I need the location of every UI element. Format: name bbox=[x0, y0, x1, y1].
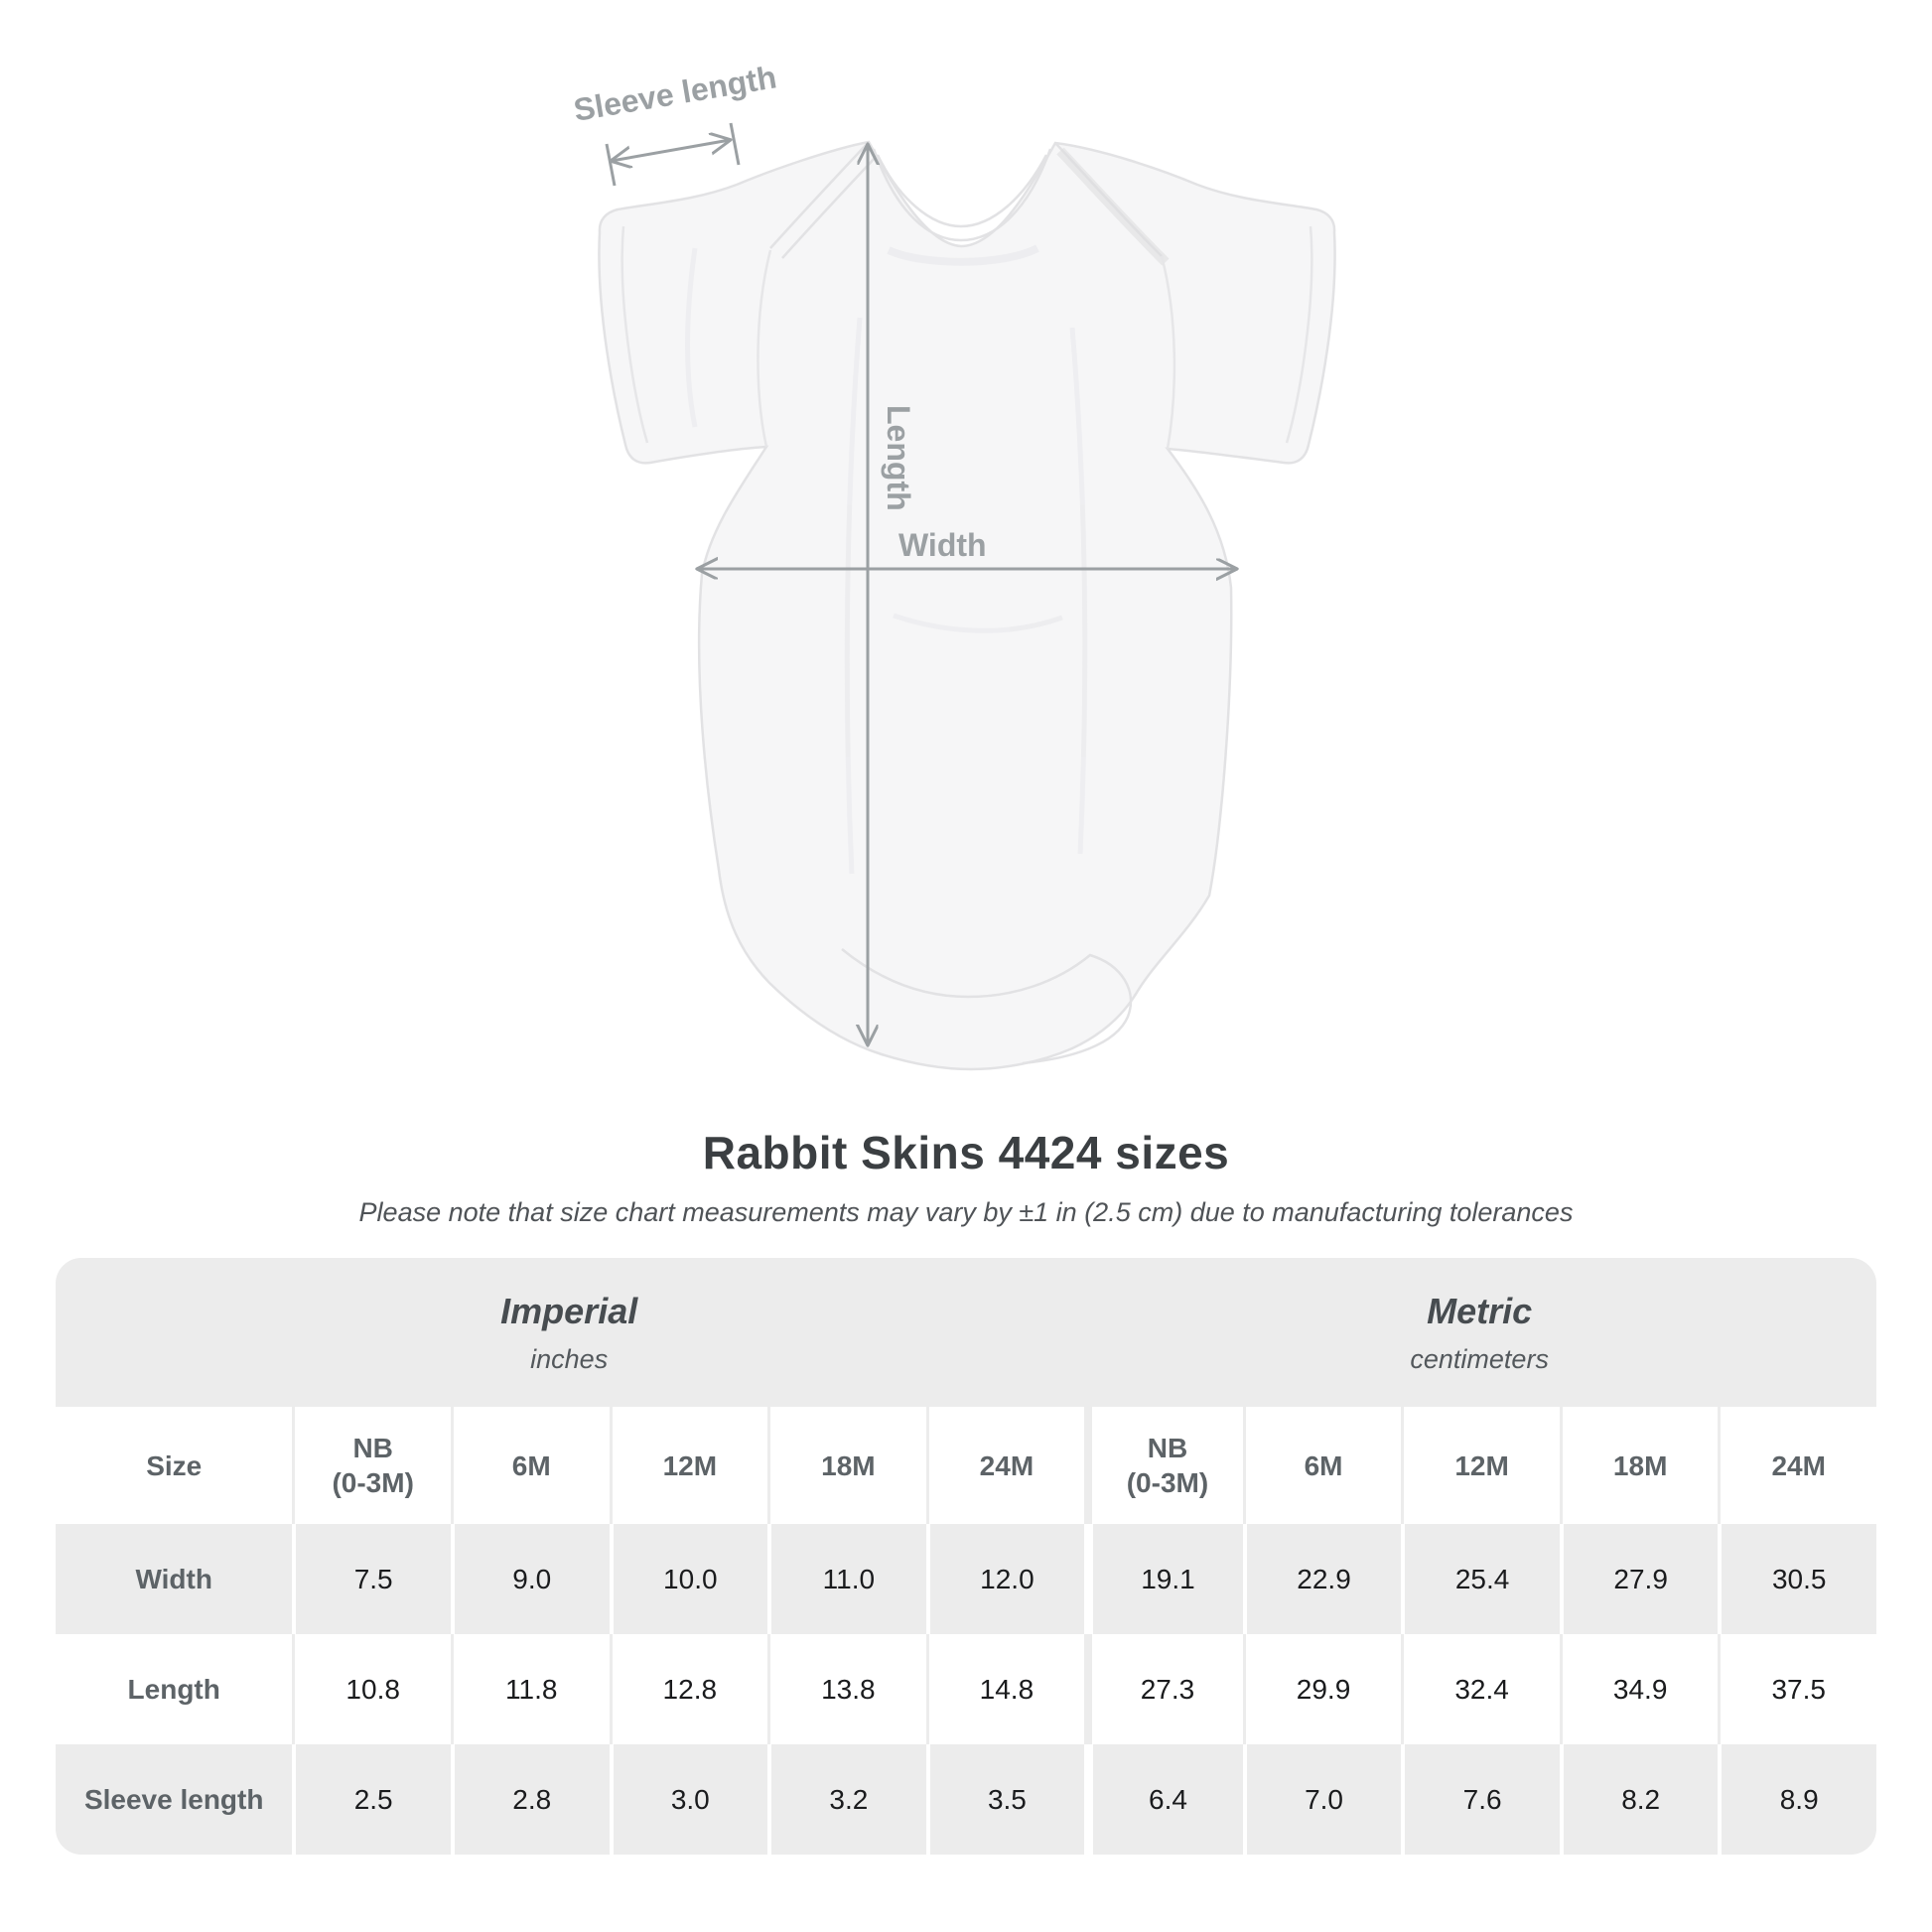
col-header-imperial-nb: NB (0-3M) bbox=[292, 1407, 451, 1524]
value-cell: 9.0 bbox=[450, 1524, 610, 1634]
table-row-width: Width 7.5 9.0 10.0 11.0 12.0 19.1 22.9 2… bbox=[56, 1524, 1876, 1634]
tolerance-note: Please note that size chart measurements… bbox=[358, 1197, 1574, 1227]
value-cell: 7.6 bbox=[1401, 1744, 1560, 1855]
value-cell: 37.5 bbox=[1718, 1634, 1876, 1744]
value-cell: 2.8 bbox=[450, 1744, 610, 1855]
row-label: Length bbox=[127, 1674, 220, 1705]
table-row-sleeve-length: Sleeve length 2.5 2.8 3.0 3.2 3.5 6.4 7.… bbox=[56, 1744, 1876, 1855]
value-cell: 30.5 bbox=[1718, 1524, 1876, 1634]
col-header-imperial-12m: 12M bbox=[609, 1407, 768, 1524]
value-cell: 10.8 bbox=[292, 1634, 451, 1744]
value-cell: 12.0 bbox=[925, 1524, 1085, 1634]
value-cell: 25.4 bbox=[1401, 1524, 1560, 1634]
value-cell: 3.2 bbox=[767, 1744, 926, 1855]
fabric-folds bbox=[685, 247, 1088, 875]
lap-shoulder-shadow bbox=[1056, 147, 1170, 266]
collar-shadow bbox=[887, 244, 1039, 266]
metric-label: Metric bbox=[1427, 1290, 1533, 1331]
metric-section-header: Metric centimeters bbox=[1082, 1258, 1876, 1407]
value-cell: 8.9 bbox=[1718, 1744, 1876, 1855]
value-cell: 6.4 bbox=[1084, 1744, 1243, 1855]
sleeve-length-arrow bbox=[605, 122, 741, 187]
sleeve-length-label: Sleeve length bbox=[571, 59, 778, 128]
value-cell: 34.9 bbox=[1559, 1634, 1719, 1744]
size-header-cell: Size bbox=[146, 1449, 203, 1481]
col-header-imperial-18m: 18M bbox=[767, 1407, 926, 1524]
col-header-metric-18m: 18M bbox=[1559, 1407, 1719, 1524]
table-row-length: Length 10.8 11.8 12.8 13.8 14.8 27.3 29.… bbox=[56, 1634, 1876, 1744]
value-cell: 27.3 bbox=[1084, 1634, 1243, 1744]
col-header-metric-6m: 6M bbox=[1242, 1407, 1402, 1524]
imperial-unit: inches bbox=[530, 1343, 609, 1374]
value-cell: 11.0 bbox=[767, 1524, 926, 1634]
col-header-metric-12m: 12M bbox=[1401, 1407, 1560, 1524]
garment-diagram: Sleeve length Length Width bbox=[571, 59, 1336, 1071]
value-cell: 8.2 bbox=[1559, 1744, 1719, 1855]
value-cell: 11.8 bbox=[450, 1634, 610, 1744]
sleeve-hems bbox=[621, 225, 1313, 444]
value-cell: 3.0 bbox=[609, 1744, 768, 1855]
value-cell: 13.8 bbox=[767, 1634, 926, 1744]
col-header-imperial-24m: 24M bbox=[925, 1407, 1085, 1524]
width-label: Width bbox=[898, 527, 987, 563]
table-header-row: Size NB (0-3M) 6M 12M 18M 24M NB (0-3M) 6M… bbox=[56, 1407, 1876, 1524]
neckline-seams bbox=[872, 148, 1052, 242]
dimension-annotations bbox=[605, 122, 1236, 1044]
value-cell: 7.5 bbox=[292, 1524, 451, 1634]
onesie-body bbox=[598, 140, 1336, 1071]
value-cell: 3.5 bbox=[925, 1744, 1085, 1855]
row-label: Sleeve length bbox=[83, 1784, 264, 1815]
value-cell: 2.5 bbox=[292, 1744, 451, 1855]
value-cell: 22.9 bbox=[1242, 1524, 1402, 1634]
size-table: Imperial inches Metric centimeters Size … bbox=[56, 1258, 1876, 1855]
armhole-seams bbox=[757, 249, 1176, 450]
crotch-flap-seam bbox=[841, 948, 1133, 1065]
value-cell: 29.9 bbox=[1242, 1634, 1402, 1744]
units-band: Imperial inches Metric centimeters bbox=[56, 1258, 1876, 1407]
value-cell: 32.4 bbox=[1401, 1634, 1560, 1744]
col-header-imperial-6m: 6M bbox=[450, 1407, 610, 1524]
page-title: Rabbit Skins 4424 sizes bbox=[702, 1127, 1230, 1178]
imperial-section-header: Imperial inches bbox=[56, 1258, 1082, 1407]
value-cell: 10.0 bbox=[609, 1524, 768, 1634]
value-cell: 14.8 bbox=[925, 1634, 1085, 1744]
row-label: Width bbox=[135, 1564, 212, 1594]
col-header-metric-24m: 24M bbox=[1718, 1407, 1876, 1524]
value-cell: 19.1 bbox=[1084, 1524, 1243, 1634]
value-cell: 12.8 bbox=[609, 1634, 768, 1744]
value-cell: 7.0 bbox=[1242, 1744, 1402, 1855]
metric-unit: centimeters bbox=[1410, 1343, 1549, 1374]
value-cell: 27.9 bbox=[1559, 1524, 1719, 1634]
imperial-label: Imperial bbox=[500, 1290, 638, 1331]
col-header-metric-nb: NB (0-3M) bbox=[1084, 1407, 1243, 1524]
onesie-graphic: Sleeve length Length Width bbox=[571, 59, 1336, 1071]
length-label: Length bbox=[881, 405, 916, 511]
